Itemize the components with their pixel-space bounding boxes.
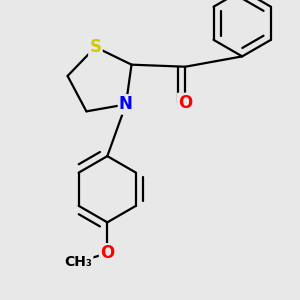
Text: O: O [100,244,114,262]
Text: S: S [89,38,101,56]
Text: O: O [178,94,192,112]
Text: CH₃: CH₃ [64,255,92,268]
Text: N: N [119,95,133,113]
